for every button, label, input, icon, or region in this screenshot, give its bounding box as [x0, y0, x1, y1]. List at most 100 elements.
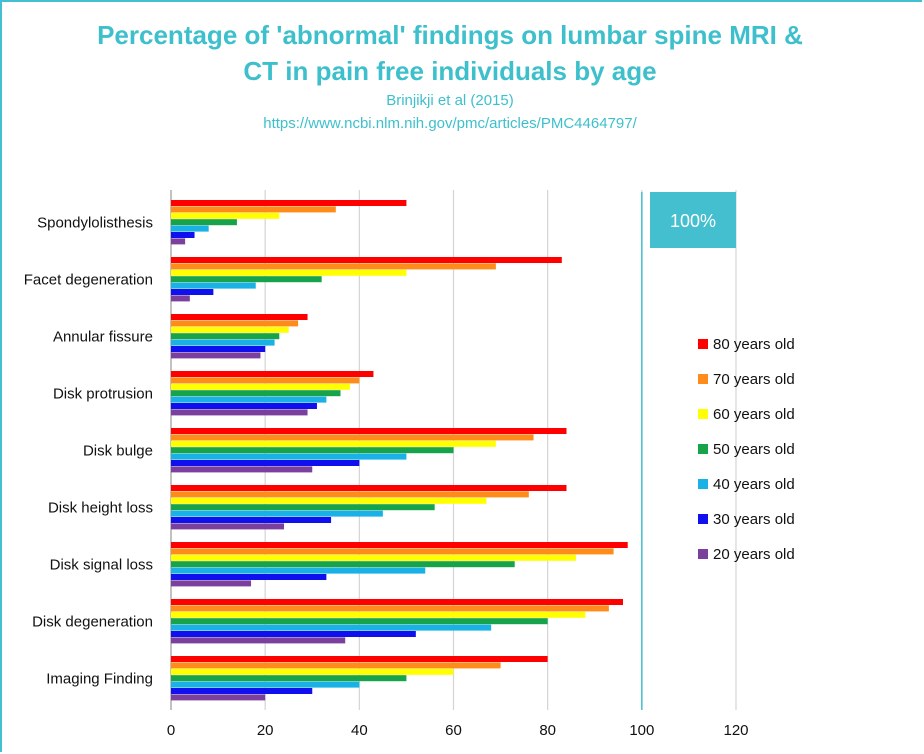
bar: [171, 605, 609, 612]
bar: [171, 688, 313, 694]
bar: [171, 580, 252, 587]
bar: [171, 681, 360, 688]
bar: [171, 257, 562, 263]
bar: [171, 333, 280, 340]
bar: [171, 510, 383, 517]
category-label: Imaging Finding: [46, 670, 153, 687]
bar: [171, 383, 350, 390]
legend-swatch: [698, 514, 708, 524]
bar: [171, 453, 407, 460]
x-tick-label: 80: [539, 722, 556, 739]
bar: [171, 554, 576, 561]
bar: [171, 428, 567, 434]
bars: [171, 200, 628, 701]
bar: [171, 314, 308, 320]
legend-label: 80 years old: [713, 336, 795, 353]
bar: [171, 377, 360, 384]
bar: [171, 447, 454, 454]
bar: [171, 326, 289, 333]
legend: 80 years old 70 years old 60 years old 50 y…: [698, 336, 795, 563]
bar: [171, 409, 308, 416]
bar: [171, 225, 209, 232]
source-url: https://www.ncbi.nlm.nih.gov/pmc/article…: [263, 115, 637, 132]
bar: [171, 517, 332, 523]
bar: [171, 694, 266, 701]
callout-label: 100%: [670, 211, 716, 231]
callout-group: 100%: [641, 192, 736, 710]
bar: [171, 371, 374, 377]
legend-swatch: [698, 409, 708, 419]
bar: [171, 460, 360, 466]
bar: [171, 403, 317, 409]
bar: [171, 618, 548, 625]
bar: [171, 662, 501, 669]
bar: [171, 219, 237, 226]
bar: [171, 485, 567, 491]
bar: [171, 611, 586, 618]
legend-swatch: [698, 479, 708, 489]
category-label: Facet degeneration: [24, 271, 153, 288]
bar: [171, 434, 534, 441]
legend-label: 60 years old: [713, 406, 795, 423]
x-tick-label: 20: [257, 722, 274, 739]
legend-label: 50 years old: [713, 441, 795, 458]
bar: [171, 276, 322, 283]
bar: [171, 574, 327, 580]
bar: [171, 339, 275, 346]
bar: [171, 200, 407, 206]
bar: [171, 631, 416, 637]
chart-title-line1: Percentage of 'abnormal' findings on lum…: [97, 20, 803, 50]
bar: [171, 346, 266, 352]
x-tick-label: 60: [445, 722, 462, 739]
citation: Brinjikji et al (2015): [386, 92, 514, 109]
bar: [171, 624, 492, 631]
bar: [171, 238, 186, 245]
bar: [171, 263, 496, 270]
bar: [171, 504, 435, 511]
bar: [171, 390, 341, 397]
bar: [171, 440, 496, 447]
bar: [171, 567, 426, 574]
x-tick-label: 0: [167, 722, 175, 739]
bar: [171, 282, 256, 289]
category-labels: Spondylolisthesis Facet degeneration Annul…: [24, 214, 153, 687]
category-label: Spondylolisthesis: [37, 214, 153, 231]
bar: [171, 212, 280, 219]
legend-label: 30 years old: [713, 511, 795, 528]
bar: [171, 523, 284, 530]
bar: [171, 599, 623, 605]
bar: [171, 320, 299, 327]
callout-box: [650, 192, 736, 248]
bar: [171, 295, 190, 302]
bar: [171, 548, 614, 555]
category-label: Disk bulge: [83, 442, 153, 459]
category-label: Disk protrusion: [53, 385, 153, 402]
legend-swatch: [698, 374, 708, 384]
x-tick-label: 100: [629, 722, 654, 739]
bar: [171, 561, 515, 568]
legend-label: 20 years old: [713, 546, 795, 563]
category-label: Annular fissure: [53, 328, 153, 345]
x-tick-label: 40: [351, 722, 368, 739]
bar: [171, 542, 628, 548]
bar: [171, 289, 214, 295]
bar: [171, 232, 195, 238]
legend-label: 70 years old: [713, 371, 795, 388]
category-label: Disk height loss: [48, 499, 153, 516]
bar: [171, 206, 336, 213]
bar: [171, 352, 261, 359]
bar: [171, 656, 548, 662]
bar: [171, 675, 407, 682]
x-tick-labels: 0 20 40 60 80 100 120: [167, 722, 749, 739]
bar: [171, 491, 529, 498]
bar: [171, 637, 346, 644]
bar: [171, 466, 313, 473]
bar: [171, 396, 327, 403]
legend-swatch: [698, 549, 708, 559]
x-tick-label: 120: [723, 722, 748, 739]
category-label: Disk signal loss: [50, 556, 153, 573]
chart-title-line2: CT in pain free individuals by age: [243, 56, 657, 86]
bar: [171, 497, 487, 504]
